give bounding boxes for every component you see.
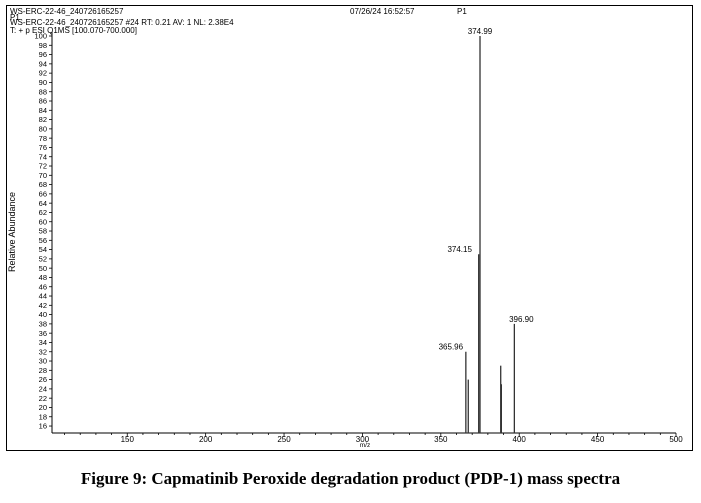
header-scan-filter: T: + p ESI Q1MS [100.070-700.000] <box>10 26 137 35</box>
x-axis: 150 200 250 300 350 400 450 500 m/z <box>52 432 683 449</box>
x-tick-label: 400 <box>513 435 527 444</box>
peak-labels: 365.96 374.15 374.99 396.90 <box>439 27 535 352</box>
x-tick-label: 450 <box>591 435 605 444</box>
y-tick-label: 66 <box>39 189 47 198</box>
y-tick-label: 18 <box>39 412 47 421</box>
y-tick-label: 90 <box>39 78 47 87</box>
y-tick-label: 100 <box>34 32 47 41</box>
y-tick-label: 30 <box>39 357 47 366</box>
y-tick-label: 82 <box>39 115 47 124</box>
y-axis: 1618202224262830323436384042444648505254… <box>34 32 53 433</box>
y-tick-label: 54 <box>39 245 47 254</box>
y-tick-label: 34 <box>39 338 47 347</box>
y-tick-label: 52 <box>39 254 47 263</box>
y-tick-label: 42 <box>39 301 47 310</box>
y-tick-label: 86 <box>39 97 47 106</box>
y-tick-label: 62 <box>39 208 47 217</box>
y-tick-label: 92 <box>39 69 47 78</box>
header-scan-info: WS-ERC-22-46_240726165257 #24 RT: 0.21 A… <box>10 18 234 27</box>
x-tick-label: 300 <box>356 435 370 444</box>
peak-label: 374.99 <box>468 27 493 36</box>
y-tick-label: 44 <box>39 292 47 301</box>
y-tick-label: 38 <box>39 319 47 328</box>
y-tick-label: 32 <box>39 347 47 356</box>
y-tick-label: 28 <box>39 366 47 375</box>
mass-spectrum-chart: 1618202224262830323436384042444648505254… <box>34 27 683 449</box>
y-tick-label: 84 <box>39 106 47 115</box>
y-tick-label: 58 <box>39 227 47 236</box>
y-tick-label: 70 <box>39 171 47 180</box>
y-tick-label: 56 <box>39 236 47 245</box>
header-filename: WS-ERC-22-46_240726165257 <box>10 7 124 16</box>
x-tick-label: 150 <box>121 435 135 444</box>
x-tick-label: 250 <box>277 435 291 444</box>
y-tick-label: 76 <box>39 143 47 152</box>
y-tick-label: 36 <box>39 329 47 338</box>
peak-label: 396.90 <box>509 315 534 324</box>
y-tick-label: 80 <box>39 124 47 133</box>
header-line2: P1 <box>10 13 20 22</box>
peak-label: 374.15 <box>447 245 472 254</box>
y-tick-label: 50 <box>39 264 47 273</box>
y-tick-label: 72 <box>39 162 47 171</box>
y-tick-label: 98 <box>39 41 47 50</box>
y-tick-label: 48 <box>39 273 47 282</box>
y-tick-label: 46 <box>39 282 47 291</box>
x-tick-label: 200 <box>199 435 213 444</box>
y-tick-label: 16 <box>39 422 47 431</box>
spectrum-frame: WS-ERC-22-46_240726165257 07/26/24 16:52… <box>6 5 693 451</box>
y-tick-label: 26 <box>39 375 47 384</box>
peaks <box>465 36 516 433</box>
x-tick-label: 500 <box>669 435 683 444</box>
x-axis-label: m/z <box>360 442 370 449</box>
header-plate: P1 <box>457 7 467 16</box>
y-tick-label: 24 <box>39 384 47 393</box>
y-tick-label: 96 <box>39 50 47 59</box>
y-tick-label: 68 <box>39 180 47 189</box>
header-datetime: 07/26/24 16:52:57 <box>350 7 415 16</box>
figure-caption: Figure 9: Capmatinib Peroxide degradatio… <box>80 469 621 488</box>
y-tick-label: 88 <box>39 87 47 96</box>
peak-label: 365.96 <box>439 343 464 352</box>
y-tick-label: 94 <box>39 59 47 68</box>
y-tick-label: 20 <box>39 403 47 412</box>
y-tick-label: 60 <box>39 217 47 226</box>
y-tick-label: 74 <box>39 152 47 161</box>
y-tick-label: 40 <box>39 310 47 319</box>
y-tick-label: 22 <box>39 394 47 403</box>
x-tick-label: 350 <box>434 435 448 444</box>
y-tick-label: 78 <box>39 134 47 143</box>
y-tick-label: 64 <box>39 199 47 208</box>
